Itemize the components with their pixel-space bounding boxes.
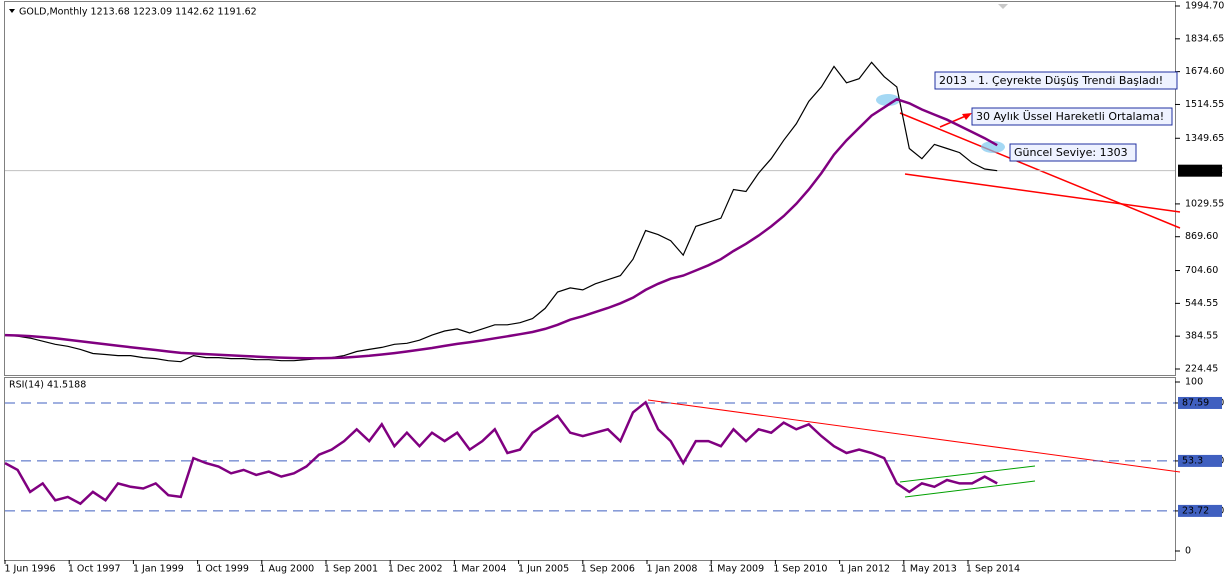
rsi-channel bbox=[904, 480, 1036, 498]
highlight bbox=[981, 141, 1005, 153]
level-box bbox=[1178, 504, 1222, 517]
x-tick-label: 1 Oct 1999 bbox=[196, 564, 249, 575]
y-tick-label: 0 bbox=[1185, 546, 1191, 557]
x-tick-label: 1 Dec 2002 bbox=[388, 564, 443, 575]
x-tick-label: 1 Oct 1997 bbox=[68, 564, 121, 575]
y-tick-label: 224.45 bbox=[1185, 364, 1218, 375]
series-line bbox=[4, 61, 998, 363]
x-tick-label: 1 Jun 1996 bbox=[4, 564, 55, 575]
x-tick-label: 1 May 2013 bbox=[901, 564, 957, 575]
y-tick-label: 1349.65 bbox=[1185, 133, 1224, 144]
level-label: 87.59 bbox=[1182, 397, 1209, 408]
x-tick-label: 1 Aug 2000 bbox=[259, 564, 314, 575]
series-line bbox=[4, 400, 998, 506]
level-box bbox=[1178, 454, 1222, 467]
annotation: 30 Aylık Üssel Hareketli Ortalama! bbox=[976, 110, 1164, 123]
y-tick-label: 869.60 bbox=[1185, 231, 1218, 242]
annotation: Güncel Seviye: 1303 bbox=[1014, 146, 1128, 159]
x-tick-label: 1 Sep 2010 bbox=[773, 564, 827, 575]
x-tick-label: 1 Sep 2014 bbox=[966, 564, 1020, 575]
y-tick-label: 1994.70 bbox=[1185, 1, 1224, 12]
y-tick-label: 1834.65 bbox=[1185, 33, 1224, 44]
rsi-panel bbox=[4, 377, 1176, 561]
annotation-box bbox=[971, 107, 1173, 126]
x-tick-label: 1 Jan 2012 bbox=[839, 564, 890, 575]
last-price-label: 1191.62 bbox=[1184, 165, 1223, 176]
y-tick-label: 384.55 bbox=[1185, 331, 1218, 342]
shift-marker[interactable] bbox=[998, 4, 1008, 9]
y-tick-label: 1514.55 bbox=[1185, 99, 1224, 110]
trend-line bbox=[904, 173, 1181, 213]
rsi-channel bbox=[899, 465, 1036, 483]
y-tick-label: 544.55 bbox=[1185, 298, 1218, 309]
x-tick-label: 1 Sep 2001 bbox=[324, 564, 378, 575]
annotation-box bbox=[934, 71, 1178, 90]
series-line bbox=[4, 97, 998, 360]
y-tick-label: 1674.60 bbox=[1185, 66, 1224, 77]
level-label: 23.72 bbox=[1182, 505, 1209, 516]
y-tick-label: 100 bbox=[1185, 377, 1203, 388]
x-tick-label: 1 Sep 2006 bbox=[581, 564, 635, 575]
annotation: 2013 - 1. Çeyrekte Düşüş Trendi Başladı! bbox=[939, 74, 1163, 87]
x-tick-label: 1 Jan 2008 bbox=[647, 564, 698, 575]
x-tick-label: 1 Mar 2004 bbox=[452, 564, 506, 575]
x-tick-label: 1 Jun 2005 bbox=[518, 564, 569, 575]
arrow-line bbox=[939, 114, 969, 128]
level-box bbox=[1178, 396, 1222, 409]
x-tick-label: 1 Jan 1999 bbox=[133, 564, 184, 575]
menu-icon[interactable] bbox=[9, 9, 15, 13]
rsi-title: RSI(14) 41.5188 bbox=[9, 380, 86, 391]
annotation-box bbox=[1009, 143, 1137, 162]
price-panel bbox=[4, 1, 1176, 376]
rsi-trend-line bbox=[647, 399, 1181, 473]
level-label: 53.3 bbox=[1182, 455, 1203, 466]
highlight bbox=[876, 94, 900, 106]
x-tick-label: 1 May 2009 bbox=[708, 564, 764, 575]
last-price-box bbox=[1178, 164, 1222, 177]
price-title: GOLD,Monthly 1213.68 1223.09 1142.62 119… bbox=[19, 7, 257, 18]
y-tick-label: 704.60 bbox=[1185, 265, 1218, 276]
y-tick-label: 1029.55 bbox=[1185, 198, 1224, 209]
arrow-head bbox=[962, 113, 972, 120]
